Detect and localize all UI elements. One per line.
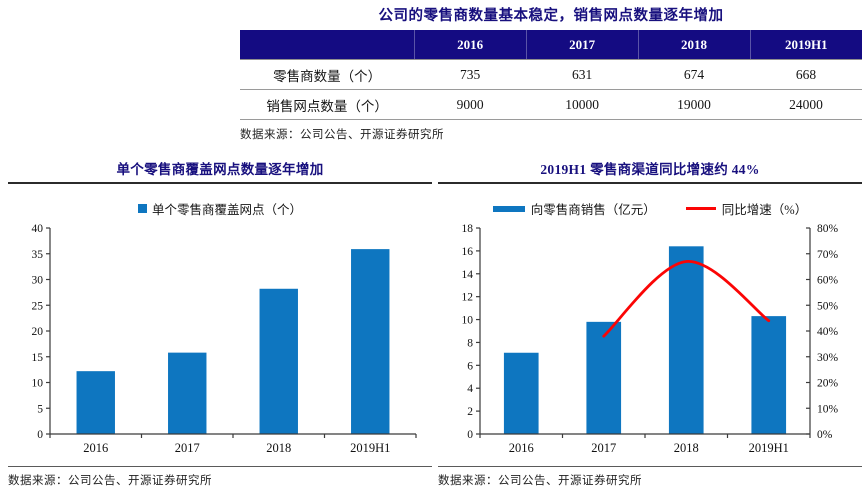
- cell-value: 19000: [638, 89, 751, 120]
- y-axis-tick-label: 10: [462, 315, 474, 327]
- y-axis-tick-label: 0: [37, 429, 43, 441]
- y-axis-tick-label: 16: [462, 246, 474, 258]
- secondary-y-axis-tick-label: 50%: [817, 300, 839, 312]
- table-row-retailer-count: 零售商数量（个） 735 631 674 668: [240, 59, 862, 90]
- x-axis-category-label: 2019H1: [749, 441, 789, 455]
- y-axis-tick-label: 25: [32, 300, 44, 312]
- line-legend-marker-icon: [685, 207, 716, 210]
- secondary-y-axis-tick-label: 40%: [817, 326, 839, 338]
- bar-2016: [76, 371, 115, 434]
- bar-2019H1: [751, 316, 787, 434]
- cell-value: 10000: [526, 89, 639, 120]
- secondary-y-axis-tick-label: 70%: [817, 249, 839, 261]
- chart-source-growth: 数据来源：公司公告、开源证券研究所: [438, 475, 642, 487]
- cell-value: 24000: [750, 89, 862, 120]
- cell-value: 735: [414, 59, 527, 90]
- table-header-2018: 2018: [637, 30, 751, 60]
- y-axis-tick-label: 8: [467, 337, 473, 349]
- cell-value: 674: [638, 59, 751, 90]
- table-title: 公司的零售商数量基本稳定，销售网点数量逐年增加: [378, 8, 724, 24]
- bar-2016: [503, 352, 539, 434]
- y-axis-tick-label: 2: [467, 406, 473, 418]
- legend-coverage: 单个零售商覆盖网点（个）: [8, 199, 432, 218]
- x-axis-category-label: 2017: [175, 441, 200, 455]
- secondary-y-axis-tick-label: 10%: [817, 403, 839, 415]
- combo-chart-growth: 0 2 4 6 8 10 12 14 16 18 0% 10% 20% 30% 40% 50% 60% 70% 80…: [462, 223, 839, 455]
- y-axis-tick-label: 18: [462, 223, 474, 235]
- table-row-network-count: 销售网点数量（个） 9000 10000 19000 24000: [240, 89, 862, 120]
- growth-rate-line: [602, 260, 771, 338]
- y-axis-tick-label: 10: [32, 378, 44, 390]
- y-axis-tick-label: 6: [467, 360, 473, 372]
- bar-chart-coverage: 0 5 10 15 20 25 30 35 40 2016 2017 2018 2019H1: [32, 223, 417, 455]
- table-header-empty: [240, 30, 415, 60]
- y-axis-tick-label: 12: [462, 292, 474, 304]
- x-axis-category-label: 2016: [83, 441, 108, 455]
- bar-2019H1: [351, 249, 390, 434]
- row-label: 销售网点数量（个）: [240, 89, 415, 120]
- y-axis-tick-label: 30: [32, 275, 44, 287]
- charts-row: 单个零售商覆盖网点数量逐年增加 单个零售商覆盖网点（个） 0 5 10 15 20 25 3…: [0, 156, 864, 488]
- bar-legend-marker-icon: [137, 204, 147, 213]
- bar-2018: [259, 288, 298, 434]
- y-axis-tick-label: 4: [467, 383, 473, 395]
- secondary-y-axis-tick-label: 30%: [817, 352, 839, 364]
- y-axis-tick-label: 20: [32, 326, 44, 338]
- x-axis-category-label: 2018: [674, 441, 699, 455]
- legend-label: 同比增速（%）: [721, 203, 808, 217]
- secondary-y-axis-tick-label: 80%: [817, 223, 839, 235]
- cell-value: 9000: [414, 89, 527, 120]
- y-axis-tick-label: 0: [467, 429, 473, 441]
- chart-panel-coverage: 单个零售商覆盖网点数量逐年增加 单个零售商覆盖网点（个） 0 5 10 15 20 25 3…: [8, 156, 432, 488]
- table-header-2016: 2016: [413, 30, 527, 60]
- secondary-y-axis-tick-label: 60%: [817, 275, 839, 287]
- table-section: 公司的零售商数量基本稳定，销售网点数量逐年增加 2016 2017 2018 2…: [240, 4, 862, 142]
- x-axis-category-label: 2019H1: [350, 441, 390, 455]
- y-axis-tick-label: 15: [32, 352, 44, 364]
- cell-value: 631: [526, 59, 639, 90]
- chart-bottom-rule: 数据来源：公司公告、开源证券研究所: [438, 466, 862, 488]
- retailer-data-table: 2016 2017 2018 2019H1 零售商数量（个） 735 631 6…: [240, 30, 862, 120]
- cell-value: 668: [750, 59, 862, 90]
- x-axis-category-label: 2018: [266, 441, 291, 455]
- legend-growth: 向零售商销售（亿元） 同比增速（%）: [438, 199, 862, 218]
- y-axis-tick-label: 5: [37, 403, 43, 415]
- legend-item-growth-rate: 同比增速（%）: [685, 199, 808, 218]
- chart-title-coverage: 单个零售商覆盖网点数量逐年增加: [116, 162, 324, 177]
- chart-title-growth: 2019H1 零售商渠道同比增速约 44%: [540, 162, 760, 177]
- legend-label: 向零售商销售（亿元）: [530, 203, 656, 217]
- chart-source-coverage: 数据来源：公司公告、开源证券研究所: [8, 475, 212, 487]
- legend-item-sales: 向零售商销售（亿元）: [492, 199, 656, 218]
- secondary-y-axis-tick-label: 20%: [817, 378, 839, 390]
- bar-2017: [168, 352, 207, 434]
- legend-item-coverage: 单个零售商覆盖网点（个）: [137, 199, 302, 218]
- table-header-row: 2016 2017 2018 2019H1: [240, 30, 862, 60]
- x-axis-category-label: 2016: [509, 441, 534, 455]
- bar-legend-marker-icon: [492, 205, 525, 212]
- row-label: 零售商数量（个）: [240, 59, 415, 90]
- bar-2018: [668, 246, 704, 434]
- table-header-2019h1: 2019H1: [749, 30, 862, 60]
- y-axis-tick-label: 40: [32, 223, 44, 235]
- y-axis-tick-label: 14: [462, 269, 474, 281]
- secondary-y-axis-tick-label: 0%: [817, 429, 833, 441]
- table-source: 数据来源：公司公告、开源证券研究所: [240, 129, 444, 141]
- title-rule: [438, 182, 862, 184]
- chart-bottom-rule: 数据来源：公司公告、开源证券研究所: [8, 466, 432, 488]
- x-axis-category-label: 2017: [591, 441, 616, 455]
- table-header-2017: 2017: [525, 30, 639, 60]
- legend-label: 单个零售商覆盖网点（个）: [151, 203, 302, 217]
- y-axis-tick-label: 35: [32, 249, 44, 261]
- chart-panel-growth: 2019H1 零售商渠道同比增速约 44% 向零售商销售（亿元） 同比增速（%）…: [438, 156, 862, 488]
- bar-2017: [586, 321, 622, 434]
- title-rule: [8, 182, 432, 184]
